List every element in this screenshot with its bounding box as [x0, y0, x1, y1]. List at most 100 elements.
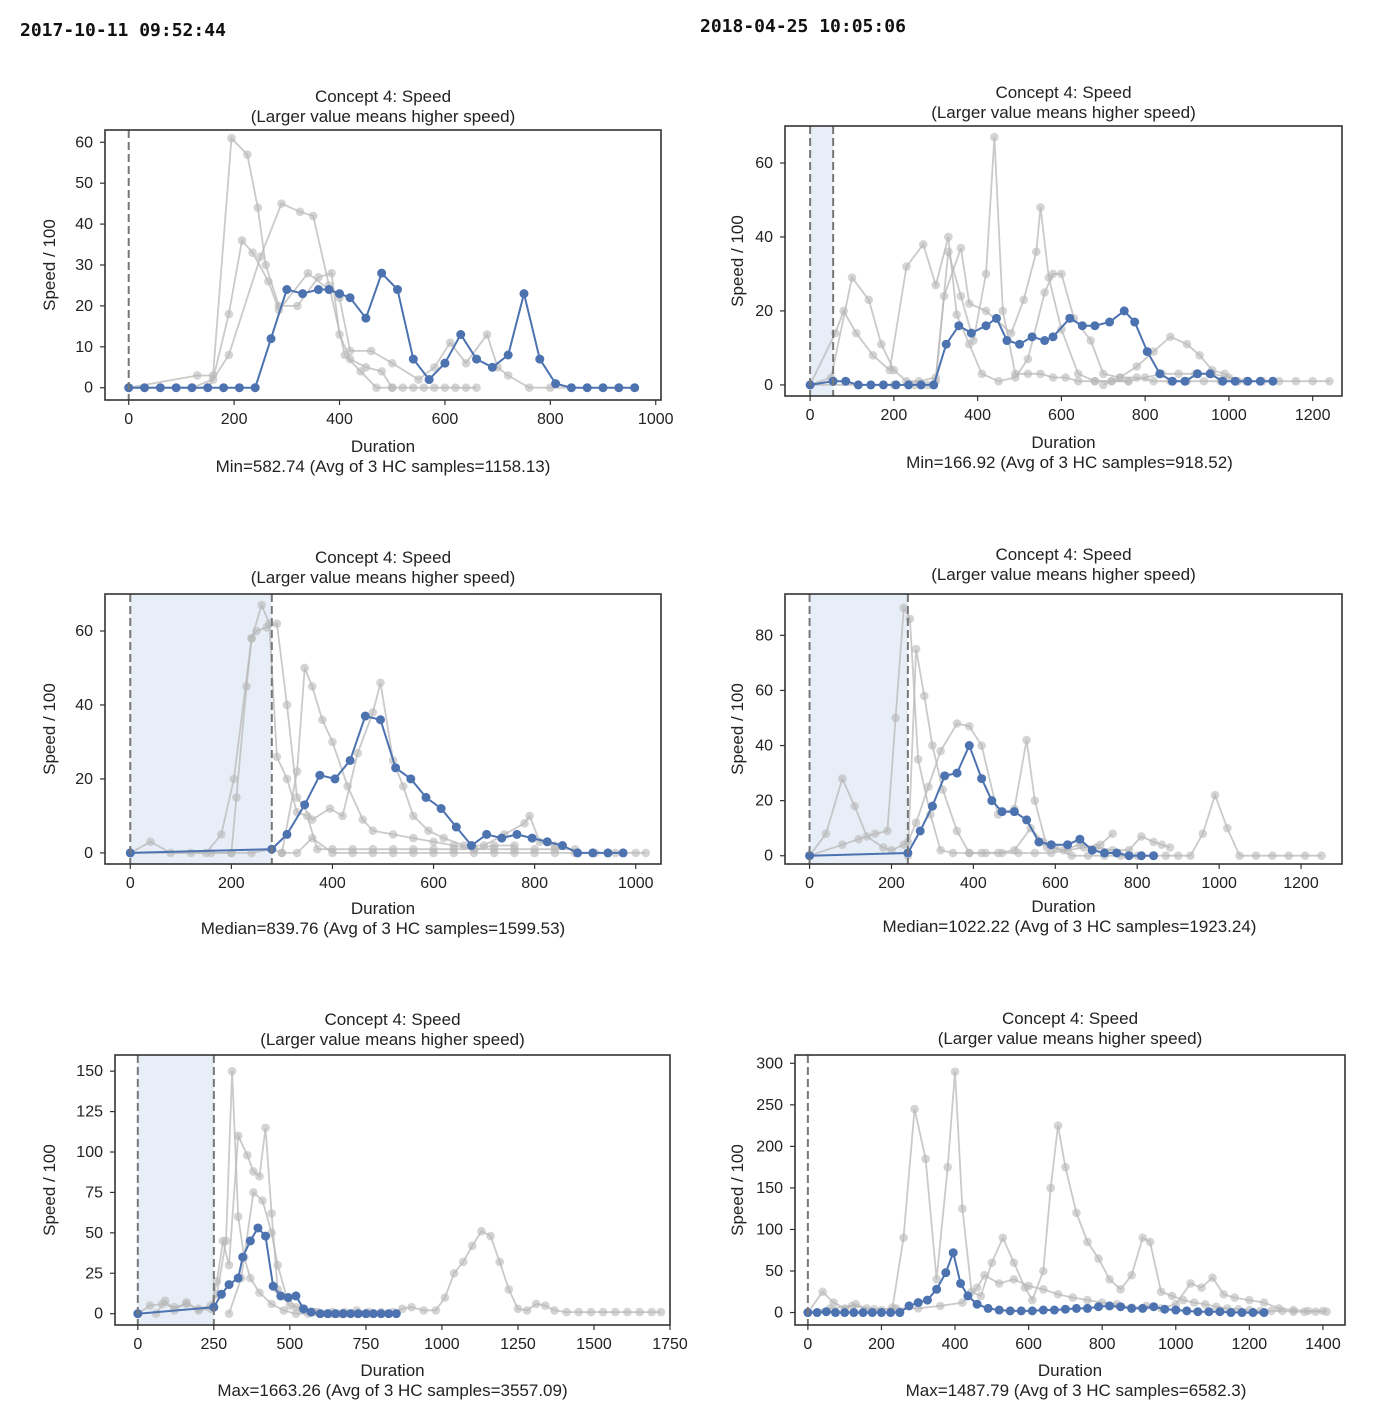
- plot-frame: [794, 1054, 1346, 1326]
- highlight-point: [282, 285, 292, 295]
- x-axis-label: Duration: [1031, 897, 1095, 916]
- reference-series: [805, 203, 1334, 390]
- reference-line: [281, 667, 515, 854]
- reference-point: [513, 1304, 523, 1314]
- shaded-region: [810, 126, 834, 396]
- highlight-point: [187, 383, 197, 393]
- reference-point: [944, 232, 953, 242]
- plot-frame: [104, 593, 662, 865]
- reference-point: [388, 844, 398, 854]
- highlight-point: [915, 826, 925, 836]
- reference-point: [994, 1279, 1004, 1288]
- highlight-point: [1215, 1307, 1225, 1317]
- reference-point: [1030, 796, 1040, 805]
- reference-point: [531, 1299, 541, 1309]
- highlight-point: [487, 362, 497, 372]
- reference-point: [224, 350, 234, 360]
- reference-point: [477, 1226, 486, 1236]
- y-tick-label: 0: [84, 845, 93, 862]
- highlight-point: [451, 822, 461, 832]
- y-tick-label: 60: [755, 155, 773, 172]
- reference-point: [1289, 1305, 1298, 1315]
- highlight-point: [436, 804, 446, 814]
- reference-point: [993, 848, 1003, 858]
- reference-point: [267, 1209, 276, 1218]
- reference-line: [907, 648, 1322, 857]
- highlight-point: [482, 829, 492, 839]
- reference-series: [124, 199, 397, 393]
- reference-point: [282, 700, 292, 710]
- chart-caption: Median=839.76 (Avg of 3 HC samples=1599.…: [201, 919, 565, 938]
- x-tick-label: 400: [319, 875, 346, 892]
- reference-point: [1145, 1237, 1155, 1247]
- reference-point: [419, 1306, 428, 1315]
- reference-point: [1210, 790, 1220, 800]
- chart-caption: Max=1663.26 (Avg of 3 HC samples=3557.09…: [217, 1381, 567, 1400]
- highlight-point: [805, 851, 815, 861]
- reference-point: [249, 1188, 258, 1197]
- x-tick-label: 800: [521, 875, 548, 892]
- reference-point: [458, 1257, 468, 1267]
- highlight-point: [1167, 376, 1177, 386]
- y-tick-label: 300: [756, 1055, 783, 1072]
- highlight-point: [566, 383, 576, 393]
- speed-chart-max-2017: Concept 4: Speed(Larger value means high…: [40, 1010, 688, 1400]
- reference-point: [247, 634, 256, 643]
- reference-point: [1024, 1281, 1033, 1291]
- reference-point: [1083, 1237, 1092, 1247]
- highlight-point: [406, 774, 416, 784]
- highlight-point: [313, 285, 323, 295]
- reference-point: [414, 375, 423, 384]
- reference-point: [1083, 1295, 1092, 1305]
- y-tick-label: 20: [755, 303, 773, 320]
- reference-point: [387, 383, 397, 393]
- reference-point: [272, 752, 282, 762]
- x-tick-label: 800: [1089, 1336, 1116, 1353]
- reference-point: [921, 1154, 930, 1164]
- highlight-point: [904, 1301, 914, 1311]
- chart-subtitle: (Larger value means higher speed): [260, 1030, 525, 1049]
- reference-point: [1098, 380, 1108, 390]
- highlight-point: [1077, 321, 1087, 331]
- highlight-point: [1099, 848, 1109, 858]
- reference-point: [419, 383, 429, 393]
- y-axis-label: Speed / 100: [40, 219, 59, 311]
- reference-point: [918, 240, 928, 249]
- reference-point: [1308, 376, 1317, 386]
- highlight-point: [952, 768, 962, 778]
- highlight-point: [841, 376, 851, 386]
- reference-point: [1132, 362, 1142, 371]
- reference-line: [807, 1071, 1327, 1314]
- highlight-point: [542, 837, 552, 847]
- highlight-point: [1138, 1303, 1148, 1313]
- highlight-point: [1193, 1307, 1203, 1317]
- reference-line: [809, 236, 1238, 386]
- reference-point: [981, 269, 991, 279]
- reference-point: [1094, 1254, 1103, 1263]
- chart-subtitle: (Larger value means higher speed): [931, 103, 1196, 122]
- reference-point: [1023, 369, 1033, 379]
- y-tick-label: 60: [75, 134, 93, 151]
- highlight-point: [812, 1308, 822, 1318]
- highlight-point: [298, 289, 308, 299]
- reference-point: [1030, 848, 1040, 858]
- highlight-point: [315, 770, 325, 780]
- highlight-point: [330, 774, 340, 784]
- reference-point: [258, 1196, 267, 1205]
- reference-point: [1019, 295, 1029, 305]
- y-tick-label: 0: [764, 377, 773, 394]
- reference-point: [295, 207, 305, 217]
- chart-caption: Median=1022.22 (Avg of 3 HC samples=1923…: [883, 917, 1257, 936]
- highlight-point: [1063, 840, 1073, 850]
- highlight-point: [527, 833, 537, 843]
- highlight-series: [125, 711, 628, 858]
- reference-point: [224, 1260, 234, 1270]
- reference-point: [368, 844, 378, 854]
- highlight-point: [963, 1291, 973, 1301]
- x-tick-label: 0: [124, 411, 133, 428]
- reference-point: [1053, 1289, 1063, 1299]
- speed-chart-median-2017: Concept 4: Speed(Larger value means high…: [40, 548, 662, 938]
- reference-point: [987, 1258, 997, 1267]
- y-axis-label: Speed / 100: [728, 683, 747, 775]
- reference-point: [1086, 336, 1096, 345]
